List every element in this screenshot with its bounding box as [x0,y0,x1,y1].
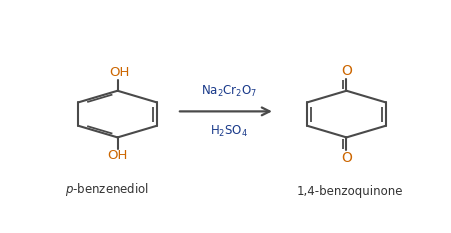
Text: H$_2$SO$_4$: H$_2$SO$_4$ [210,124,249,139]
Text: OH: OH [107,150,128,162]
Text: OH: OH [109,66,129,79]
Text: Na$_2$Cr$_2$O$_7$: Na$_2$Cr$_2$O$_7$ [201,84,258,99]
Text: 1,4-benzoquinone: 1,4-benzoquinone [297,185,403,199]
Text: $p$-benzenediol: $p$-benzenediol [65,182,149,199]
Text: O: O [341,151,352,164]
Text: O: O [341,64,352,78]
